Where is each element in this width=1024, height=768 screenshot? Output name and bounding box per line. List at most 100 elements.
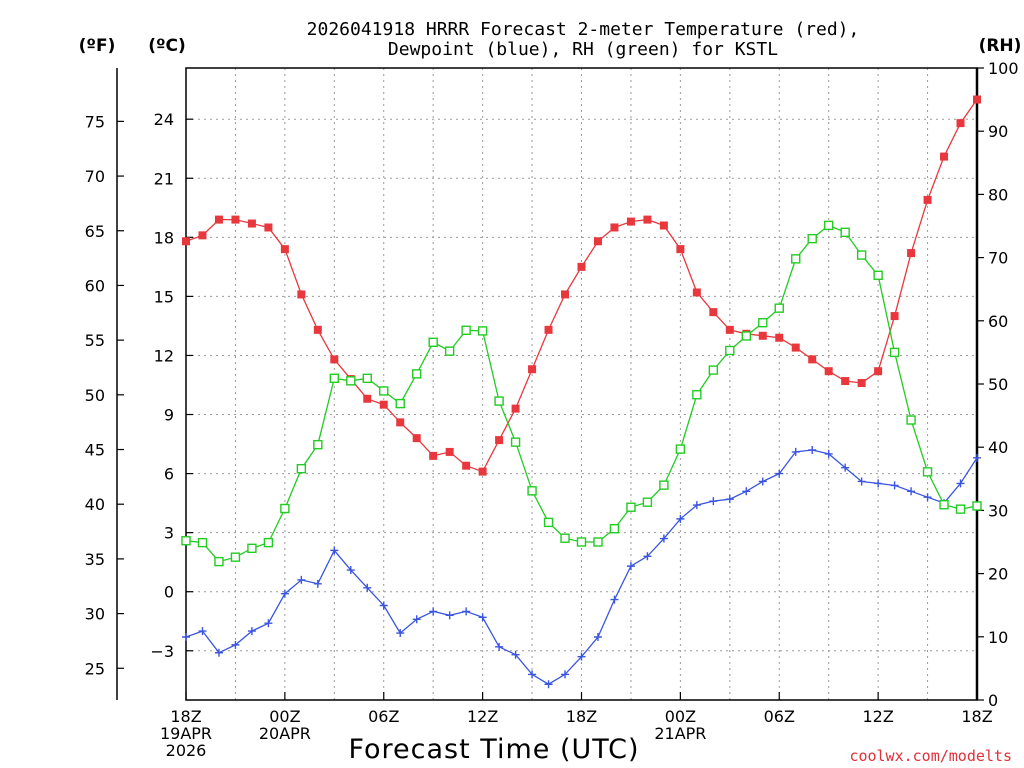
temperature-point: [791, 343, 800, 352]
rh-tick-label: 0: [988, 691, 998, 710]
temperature-point: [363, 394, 372, 403]
rh-point: [477, 326, 488, 336]
temperature-point: [231, 215, 240, 224]
rh-tick-label: 40: [988, 438, 1008, 457]
rh-point: [972, 501, 982, 511]
x-tick-label: 00Z: [269, 707, 300, 726]
rh-point: [626, 502, 636, 512]
celsius-tick-label: 21: [154, 169, 174, 188]
temperature-point: [890, 312, 899, 321]
x-tick-label: 20APR: [259, 724, 311, 743]
dewpoint-point: [445, 611, 454, 620]
temperature-point: [676, 245, 685, 254]
fahrenheit-tick-label: 50: [85, 386, 105, 405]
dewpoint-point: [973, 453, 981, 462]
temperature-point: [824, 367, 833, 376]
rh-point: [247, 543, 257, 554]
temperature-point: [264, 223, 273, 232]
rh-point: [856, 250, 867, 260]
rh-point: [263, 537, 274, 548]
dewpoint-point: [610, 595, 619, 604]
dewpoint-point: [577, 652, 586, 661]
fahrenheit-tick-label: 60: [85, 276, 105, 295]
celsius-tick-label: 3: [164, 524, 174, 543]
rh-point: [939, 500, 949, 510]
rh-point: [379, 386, 389, 396]
dewpoint-point: [214, 648, 223, 657]
temperature-point: [626, 217, 635, 226]
dewpoint-point: [742, 487, 751, 496]
dewpoint-point: [758, 477, 767, 486]
rh-point: [181, 536, 191, 546]
rh-point: [708, 365, 719, 375]
rh-point: [922, 467, 933, 477]
x-tick-label: 12Z: [862, 707, 893, 726]
dewpoint-point: [561, 670, 570, 679]
x-axis-title: Forecast Time (UTC): [348, 734, 639, 765]
temperature-point: [445, 447, 454, 456]
temperature-point: [973, 95, 981, 104]
temperature-point: [659, 221, 668, 230]
temperature-point: [561, 290, 570, 299]
rh-point: [774, 303, 784, 313]
rh-point: [560, 533, 570, 543]
rh-point: [840, 227, 850, 238]
celsius-tick-label: −3: [150, 642, 174, 661]
chart-title-line-1: 2026041918 HRRR Forecast 2-meter Tempera…: [307, 19, 860, 40]
temperature-point: [198, 231, 207, 240]
temperature-point: [313, 325, 322, 334]
dewpoint-point: [841, 463, 850, 472]
temperature-point: [182, 237, 190, 246]
dewpoint-point: [231, 640, 240, 649]
rh-point: [461, 325, 471, 335]
rh-tick-label: 20: [988, 565, 1008, 584]
rh-point: [296, 463, 307, 474]
celsius-unit-label: (ºC): [148, 36, 186, 56]
rh-point: [823, 220, 834, 231]
rh-point: [313, 439, 323, 450]
dewpoint-point: [429, 607, 438, 616]
dewpoint-point: [182, 632, 190, 641]
x-tick-label: 12Z: [467, 707, 498, 726]
temperature-point: [544, 325, 553, 334]
dewpoint-point: [907, 487, 916, 496]
rh-point: [873, 270, 883, 280]
x-tick-label: 06Z: [368, 707, 399, 726]
dewpoint-point: [379, 601, 388, 610]
rh-point: [428, 337, 438, 347]
temperature-point: [857, 379, 866, 388]
dewpoint-point: [412, 615, 421, 624]
dewpoint-point: [626, 562, 635, 571]
rh-point: [758, 317, 768, 328]
x-tick-label: 06Z: [764, 707, 795, 726]
rh-point: [725, 345, 735, 356]
dewpoint-point: [593, 632, 602, 641]
dewpoint-point: [890, 481, 899, 490]
dewpoint-point: [198, 627, 207, 636]
rh-point: [510, 437, 521, 447]
rh-tick-label: 30: [988, 501, 1008, 520]
x-tick-label: 18Z: [170, 707, 201, 726]
dewpoint-point: [676, 514, 685, 523]
dewpoint-point: [725, 495, 734, 504]
rh-point: [889, 347, 900, 358]
rh-point: [494, 396, 504, 406]
dewpoint-point: [709, 497, 718, 506]
fahrenheit-tick-label: 70: [85, 167, 105, 186]
temperature-point: [330, 355, 339, 364]
rh-point: [593, 537, 603, 547]
temperature-point: [297, 290, 306, 299]
rh-tick-label: 60: [988, 312, 1008, 331]
fahrenheit-tick-label: 40: [85, 495, 105, 514]
dewpoint-point: [511, 650, 520, 659]
celsius-tick-label: 18: [154, 228, 174, 247]
rh-tick-label: 10: [988, 628, 1008, 647]
dewpoint-point: [313, 579, 322, 588]
rh-point: [692, 390, 702, 400]
temperature-point: [412, 434, 421, 443]
dewpoint-point: [808, 445, 817, 454]
temperature-point: [379, 400, 388, 409]
fahrenheit-tick-label: 45: [85, 441, 105, 460]
rh-point: [412, 369, 422, 379]
